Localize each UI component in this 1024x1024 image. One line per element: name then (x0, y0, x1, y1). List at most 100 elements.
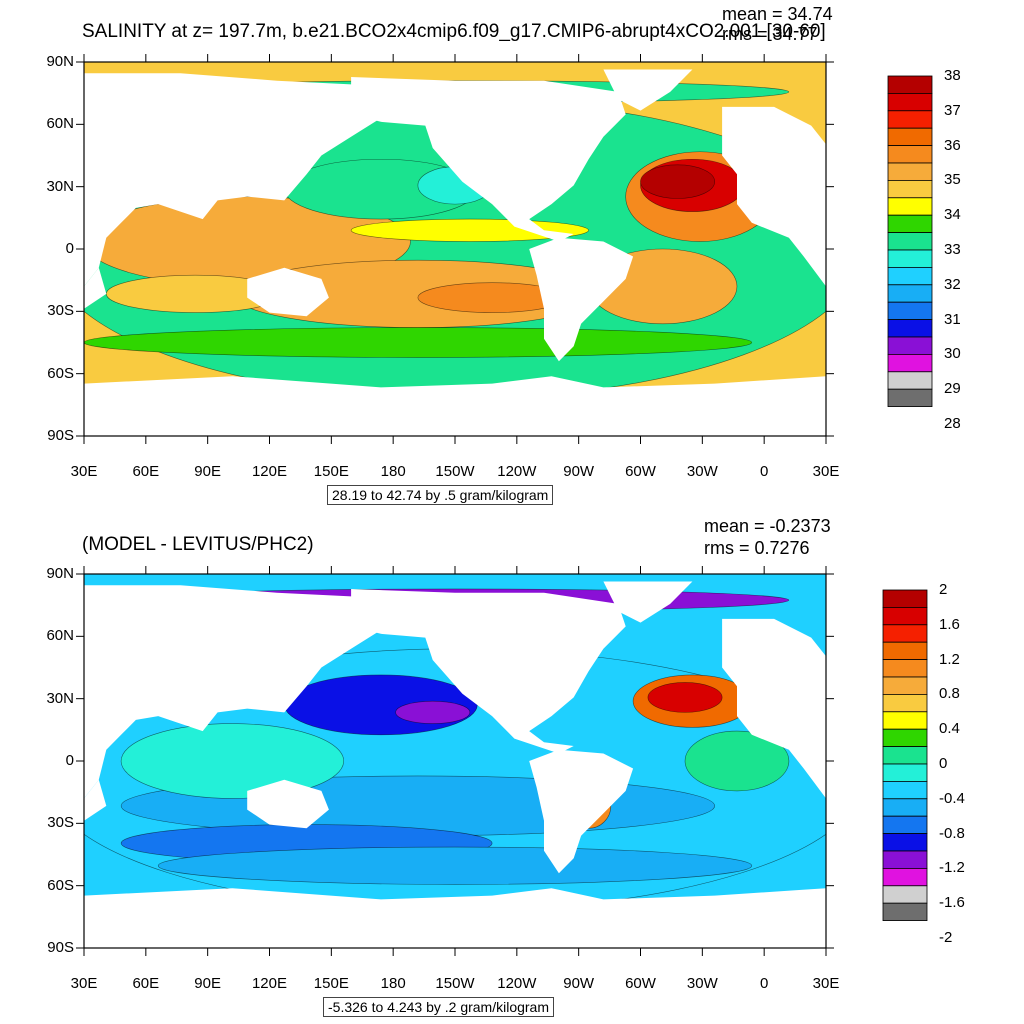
x-tick-label: 30E (70, 463, 98, 480)
panel1-title: SALINITY at z= 197.7m, b.e21.BCO2x4cmip6… (82, 21, 826, 42)
land-mask (84, 73, 411, 287)
x-tick-label: 90E (194, 975, 221, 992)
colorbar-swatch (887, 232, 933, 251)
colorbar-swatch (882, 728, 928, 748)
colorbar-label: 29 (944, 380, 961, 398)
y-tick-label: 0 (65, 752, 74, 769)
land-mask (84, 585, 411, 799)
colorbar-swatch (882, 746, 928, 765)
colorbar-swatch (882, 868, 928, 887)
colorbar-label: -1.6 (939, 894, 965, 912)
x-tick-label: 150W (435, 975, 475, 992)
colorbar-label: -0.4 (939, 789, 965, 807)
colorbar-swatch (887, 266, 933, 286)
colorbar-swatch (882, 659, 928, 678)
land-mask (84, 267, 107, 309)
x-tick-label: 30W (686, 975, 718, 992)
colorbar-swatch (887, 179, 933, 199)
y-tick-label: 90S (47, 427, 74, 444)
colorbar-swatch (887, 371, 933, 390)
x-tick-label: 90E (194, 463, 221, 480)
panel1-rms: rms = 34.77 (722, 24, 818, 44)
colorbar-swatch (887, 319, 933, 338)
land-mask (603, 581, 693, 623)
colorbar-label: 1.6 (939, 615, 960, 633)
colorbar-swatch (882, 833, 928, 852)
colorbar-label: 38 (944, 67, 961, 84)
land-mask (722, 106, 826, 287)
y-tick-label: 90N (46, 53, 74, 70)
colorbar-swatch (882, 694, 928, 713)
x-tick-label: 60W (625, 975, 656, 992)
land-mask (84, 779, 107, 821)
panel2-rms: rms = 0.7276 (704, 538, 810, 558)
x-tick-label: 0 (759, 975, 769, 992)
y-tick-label: 60N (46, 115, 74, 133)
y-tick-label: 30N (46, 177, 74, 195)
colorbar-label: 31 (944, 310, 961, 328)
colorbar-label: -0.8 (939, 824, 965, 842)
colorbar-swatch (887, 336, 933, 355)
colorbar-label: 35 (944, 171, 961, 189)
colorbar-label: 2 (939, 581, 948, 598)
colorbar-swatch (887, 388, 933, 408)
land-mask (247, 779, 329, 829)
panel2-mean: mean = -0.2373 (704, 516, 831, 536)
y-tick-label: 90S (47, 939, 74, 956)
colorbar-swatch (882, 624, 928, 643)
colorbar-swatch (882, 676, 928, 695)
x-tick-label: 150W (435, 463, 475, 480)
panel2-title: (MODEL - LEVITUS/PHC2) (82, 534, 314, 555)
contour-region (395, 700, 471, 724)
land-mask (529, 749, 634, 874)
x-tick-label: 120E (251, 975, 288, 992)
x-tick-label: 150E (313, 463, 349, 480)
colorbar-swatch (882, 641, 928, 661)
y-tick-label: 30S (47, 814, 74, 832)
x-tick-label: 30W (686, 463, 718, 480)
colorbar-swatch (887, 284, 933, 303)
colorbar-swatch (887, 127, 933, 146)
colorbar-swatch (882, 763, 928, 782)
colorbar-swatch (882, 711, 928, 730)
x-tick-label: 120W (497, 975, 537, 992)
x-tick-label: 30E (812, 975, 840, 992)
colorbar-label: 0 (939, 755, 948, 772)
x-tick-label: 120W (497, 463, 537, 480)
contour-region (157, 846, 753, 885)
colorbar-label: 30 (944, 345, 961, 363)
contour-region (120, 723, 344, 799)
x-tick-label: 60E (132, 463, 160, 480)
colorbar-label: 33 (944, 241, 961, 258)
y-tick-label: 60S (47, 876, 74, 894)
land-mask (351, 589, 626, 754)
land-mask (84, 376, 826, 436)
y-tick-label: 0 (65, 240, 74, 257)
colorbar-swatch (887, 145, 933, 164)
contour-region (684, 730, 790, 792)
land-mask (722, 618, 826, 799)
colorbar-swatch (887, 249, 933, 268)
colorbar-swatch (882, 815, 928, 835)
colorbar-label: 1.2 (939, 650, 960, 668)
panel1-mean: mean = 34.74 (722, 4, 833, 24)
colorbar-label: 36 (944, 136, 961, 154)
x-tick-label: 30E (812, 463, 840, 480)
x-tick-label: 60E (132, 975, 160, 992)
land-mask (603, 69, 693, 111)
y-tick-label: 60S (47, 364, 74, 382)
x-tick-label: 30E (70, 975, 98, 992)
colorbar-swatch (882, 607, 928, 626)
x-tick-label: 180 (380, 463, 406, 480)
colorbar-swatch (887, 110, 933, 129)
colorbar-swatch (887, 353, 933, 373)
panel2-map (76, 566, 928, 956)
y-tick-label: 60N (46, 627, 74, 645)
colorbar-swatch (887, 162, 933, 181)
colorbar-label: 0.4 (939, 720, 960, 738)
x-tick-label: 90W (563, 463, 595, 480)
colorbar-swatch (887, 75, 933, 94)
colorbar-swatch (882, 902, 928, 922)
y-tick-label: 30S (47, 302, 74, 320)
